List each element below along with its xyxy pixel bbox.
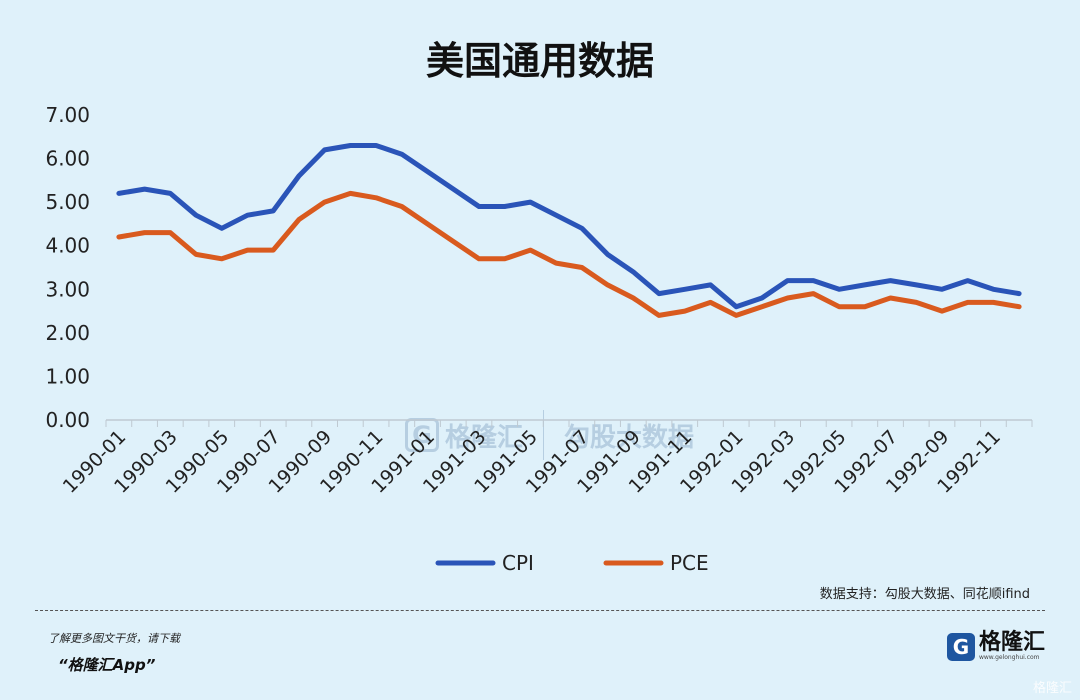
legend-label-cpi: CPI [502,551,534,575]
brand-logo-icon: G [946,632,975,661]
watermark-partner: 勾股大数据 [564,422,695,453]
footer-app-name: “格隆汇App” [58,656,156,674]
y-tick-label: 0.00 [45,408,90,432]
watermark: G 格隆汇 勾股大数据 [405,410,694,460]
series-line-pce [116,190,1022,318]
brand-logo: G 格隆汇 www.gelonghui.com [946,630,1045,661]
data-source: 数据支持：勾股大数据、同花顺ifind [819,587,1030,602]
watermark-separator [543,410,545,460]
corner-watermark: 格隆汇 [1032,681,1072,696]
y-tick-label: 7.00 [45,103,90,127]
chart-title: 美国通用数据 [425,39,654,83]
series-line-cpi [116,143,1022,310]
watermark-brand: 格隆汇 [445,422,524,453]
line-chart: 0.001.002.003.004.005.006.007.001990-011… [45,103,1033,575]
footer-divider [35,610,1045,611]
y-tick-label: 3.00 [45,277,90,301]
y-tick-label: 6.00 [45,147,90,171]
footer-download-text: 了解更多图文干货，请下载 [48,632,180,645]
legend-label-pce: PCE [670,551,709,575]
y-tick-label: 4.00 [45,234,90,258]
y-tick-label: 1.00 [45,364,90,388]
y-tick-label: 2.00 [45,321,90,345]
brand-logo-url: www.gelonghui.com [978,654,1040,661]
y-tick-label: 5.00 [45,190,90,214]
brand-logo-name: 格隆汇 [978,630,1045,655]
